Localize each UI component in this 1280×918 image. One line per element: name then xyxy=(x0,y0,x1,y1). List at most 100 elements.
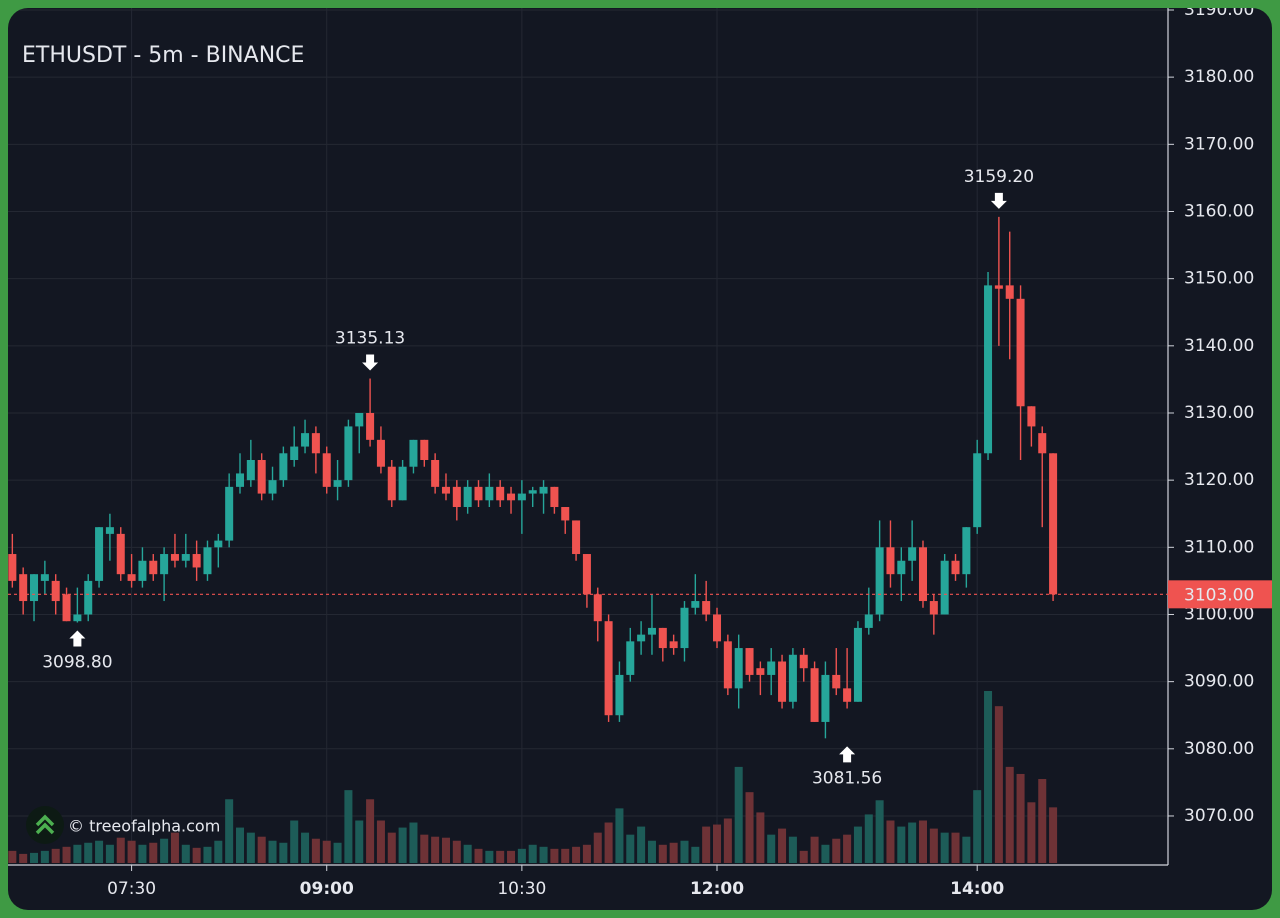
volume-bar xyxy=(463,844,472,863)
candle-body xyxy=(474,486,483,501)
candle-body xyxy=(387,466,396,501)
volume-bar xyxy=(225,799,234,863)
candle-body xyxy=(615,674,624,716)
candle-body xyxy=(918,547,928,602)
volume-bar xyxy=(875,800,884,863)
candle-body xyxy=(973,453,982,528)
candle-body xyxy=(73,614,82,622)
volume-bar xyxy=(1027,802,1036,863)
candle-body xyxy=(1005,285,1014,299)
volume-bar xyxy=(105,844,114,863)
candle-body xyxy=(593,594,602,622)
volume-bar xyxy=(756,812,765,863)
volume-bar xyxy=(170,832,179,863)
volume-bar xyxy=(734,766,743,863)
annotation-label: 3159.20 xyxy=(964,167,1034,187)
volume-bar xyxy=(496,850,505,863)
y-tick-label: 3110.00 xyxy=(1184,537,1254,557)
candle-body xyxy=(734,648,743,689)
volume-bar xyxy=(799,850,808,863)
candle-body xyxy=(225,486,234,541)
volume-bar xyxy=(994,706,1003,863)
volume-bar xyxy=(767,834,776,863)
volume-bar xyxy=(290,820,299,863)
candle-body xyxy=(105,527,114,534)
volume-bar xyxy=(84,842,93,863)
candle-body xyxy=(366,412,375,440)
candle-body xyxy=(582,554,591,595)
annotation-arrow xyxy=(839,746,856,763)
candle-body xyxy=(658,627,667,649)
volume-bar xyxy=(691,846,700,863)
candle-body xyxy=(745,648,754,675)
volume-bar xyxy=(246,832,255,863)
candle-body xyxy=(572,520,581,555)
y-tick-label: 3070.00 xyxy=(1184,806,1254,826)
candle-body xyxy=(951,560,960,575)
volume-bar xyxy=(485,850,494,863)
y-tick-label: 3150.00 xyxy=(1184,269,1254,289)
volume-bar xyxy=(376,820,385,863)
volume-bar xyxy=(62,846,71,863)
volume-bar xyxy=(517,848,526,863)
candle-body xyxy=(550,486,559,508)
annotation-arrow xyxy=(69,630,86,647)
volume-bar xyxy=(680,840,689,863)
candle-body xyxy=(192,554,201,568)
candle-body xyxy=(138,560,147,581)
volume-bar xyxy=(203,846,212,863)
candle-body xyxy=(431,460,440,487)
candle-body xyxy=(821,674,830,722)
candle-body xyxy=(214,540,223,548)
volume-bar xyxy=(918,820,928,863)
candle-body xyxy=(420,439,429,460)
candle-body xyxy=(485,486,494,501)
candle-body xyxy=(691,601,700,608)
candle-body xyxy=(680,607,689,649)
volume-bar xyxy=(452,840,461,863)
candle-body xyxy=(301,433,310,447)
volume-bar xyxy=(940,832,949,863)
volume-bar xyxy=(387,832,396,863)
annotation-arrow xyxy=(362,354,379,371)
candle-body xyxy=(181,554,190,561)
volume-bar xyxy=(550,848,559,863)
y-tick-label: 3120.00 xyxy=(1184,470,1254,490)
candle-body xyxy=(149,560,158,575)
volume-bar xyxy=(572,846,581,863)
candle-body xyxy=(561,507,570,521)
volume-bar xyxy=(984,691,993,863)
candle-body xyxy=(8,554,17,581)
candle-body xyxy=(376,439,385,467)
volume-bar xyxy=(853,826,862,863)
volume-bar xyxy=(647,840,656,863)
candle-body xyxy=(311,433,320,454)
volume-bar xyxy=(821,844,830,863)
volume-bar xyxy=(279,842,288,863)
volume-bar xyxy=(626,834,635,863)
x-tick-label: 14:00 xyxy=(950,879,1004,899)
y-tick-label: 3190.00 xyxy=(1184,0,1254,20)
volume-bar xyxy=(474,848,483,863)
y-tick-label: 3170.00 xyxy=(1184,134,1254,154)
candle-body xyxy=(463,486,472,508)
candle-body xyxy=(799,654,808,669)
candle-body xyxy=(1038,433,1047,454)
y-tick-label: 3100.00 xyxy=(1184,604,1254,624)
volume-bar xyxy=(235,827,245,863)
volume-bar xyxy=(95,840,104,863)
volume-bar xyxy=(604,822,613,863)
y-tick-label: 3080.00 xyxy=(1184,739,1254,759)
volume-bar xyxy=(593,832,602,863)
volume-bar xyxy=(30,852,39,863)
volume-bar xyxy=(192,847,201,863)
volume-bar xyxy=(355,820,364,863)
candle-body xyxy=(322,453,331,487)
volume-bar xyxy=(843,834,852,863)
watermark: © treeofalpha.com xyxy=(68,817,220,836)
candle-body xyxy=(160,554,169,575)
candle-body xyxy=(507,493,516,501)
chart-panel: 3070.00 3080.00 3090.00 3100.00 3110.00 3120.… xyxy=(8,0,1272,910)
